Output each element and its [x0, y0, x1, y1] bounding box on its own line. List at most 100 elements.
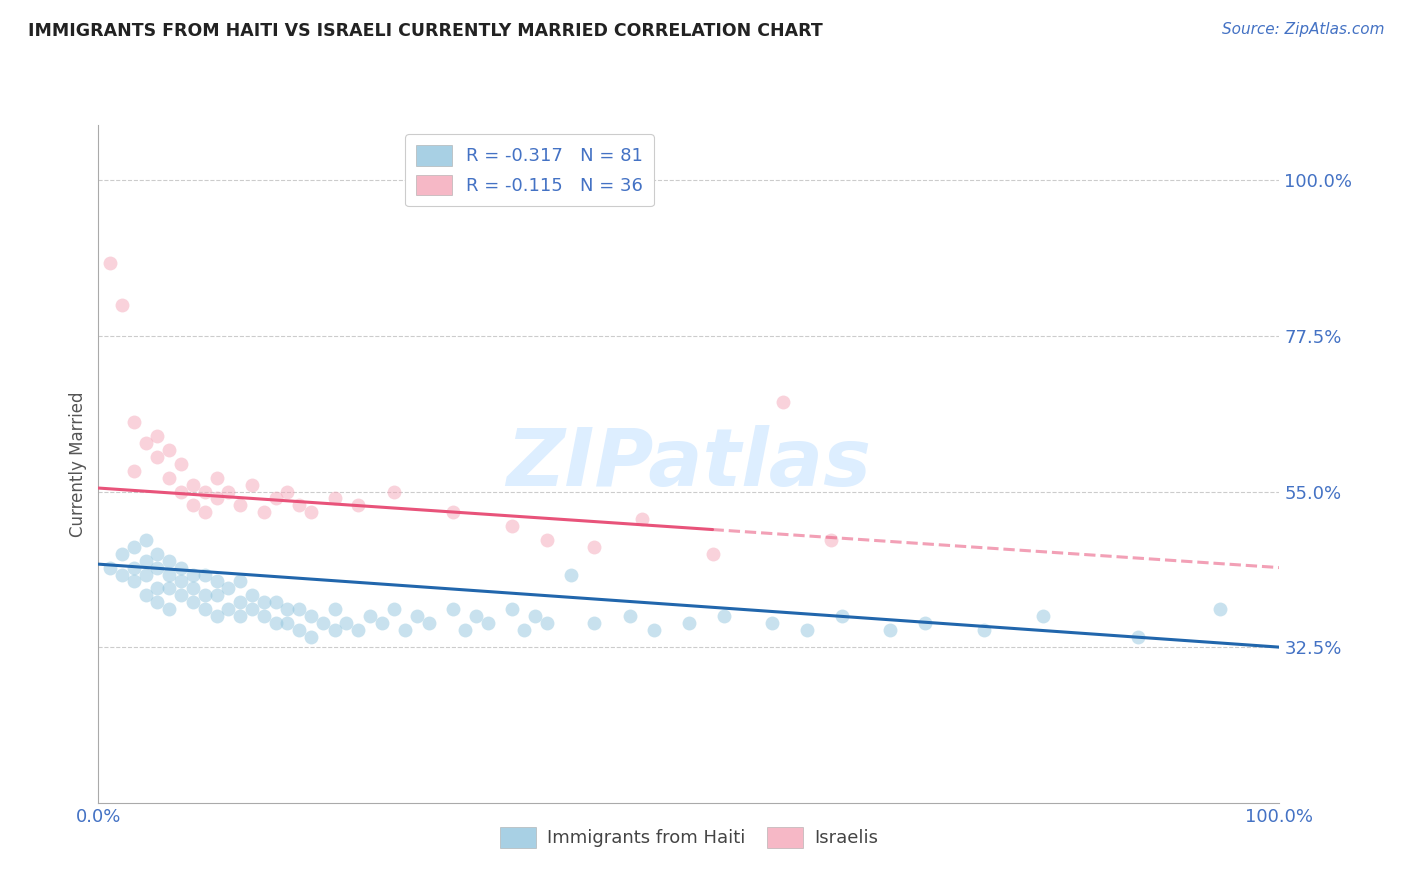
Point: [122, 415, 145, 429]
Point: [229, 609, 252, 624]
Y-axis label: Currently Married: Currently Married: [69, 391, 87, 537]
Point: [253, 505, 276, 519]
Point: [194, 588, 217, 602]
Point: [157, 582, 180, 596]
Point: [217, 582, 239, 596]
Point: [501, 602, 523, 616]
Point: [135, 588, 157, 602]
Point: [181, 595, 204, 609]
Point: [276, 484, 298, 499]
Point: [146, 429, 169, 443]
Point: [217, 602, 239, 616]
Point: [253, 595, 276, 609]
Point: [229, 499, 252, 513]
Point: [583, 540, 606, 554]
Point: [170, 560, 193, 574]
Text: ZIPatlas: ZIPatlas: [506, 425, 872, 503]
Point: [135, 533, 157, 547]
Point: [240, 588, 263, 602]
Point: [229, 574, 252, 589]
Point: [157, 567, 180, 582]
Point: [157, 554, 180, 568]
Point: [264, 595, 287, 609]
Point: [98, 256, 121, 270]
Point: [1032, 609, 1054, 624]
Point: [135, 436, 157, 450]
Point: [524, 609, 547, 624]
Point: [229, 595, 252, 609]
Point: [181, 499, 204, 513]
Point: [240, 602, 263, 616]
Point: [205, 491, 228, 506]
Point: [264, 491, 287, 506]
Point: [312, 615, 335, 630]
Point: [253, 609, 276, 624]
Point: [323, 623, 346, 637]
Point: [299, 505, 322, 519]
Point: [359, 609, 381, 624]
Point: [276, 602, 298, 616]
Point: [1209, 602, 1232, 616]
Point: [394, 623, 416, 637]
Point: [382, 484, 405, 499]
Point: [299, 630, 322, 644]
Point: [796, 623, 818, 637]
Point: [761, 615, 783, 630]
Point: [441, 505, 464, 519]
Point: [205, 609, 228, 624]
Point: [560, 567, 582, 582]
Point: [973, 623, 995, 637]
Point: [181, 567, 204, 582]
Point: [536, 533, 558, 547]
Point: [111, 567, 134, 582]
Point: [170, 588, 193, 602]
Point: [453, 623, 475, 637]
Point: [146, 450, 169, 464]
Point: [194, 505, 217, 519]
Point: [678, 615, 700, 630]
Point: [831, 609, 853, 624]
Point: [371, 615, 394, 630]
Point: [194, 484, 217, 499]
Point: [465, 609, 488, 624]
Point: [205, 574, 228, 589]
Point: [194, 567, 217, 582]
Point: [146, 582, 169, 596]
Point: [240, 477, 263, 491]
Point: [181, 477, 204, 491]
Text: Source: ZipAtlas.com: Source: ZipAtlas.com: [1222, 22, 1385, 37]
Point: [170, 574, 193, 589]
Point: [713, 609, 735, 624]
Point: [772, 394, 794, 409]
Point: [157, 471, 180, 485]
Point: [288, 623, 311, 637]
Point: [170, 457, 193, 471]
Point: [157, 602, 180, 616]
Point: [122, 574, 145, 589]
Point: [264, 615, 287, 630]
Point: [583, 615, 606, 630]
Point: [288, 499, 311, 513]
Point: [820, 533, 842, 547]
Point: [1126, 630, 1149, 644]
Point: [702, 547, 724, 561]
Point: [406, 609, 429, 624]
Point: [879, 623, 901, 637]
Point: [194, 602, 217, 616]
Legend: Immigrants from Haiti, Israelis: Immigrants from Haiti, Israelis: [492, 820, 886, 855]
Point: [146, 547, 169, 561]
Point: [347, 499, 370, 513]
Point: [111, 298, 134, 312]
Point: [205, 588, 228, 602]
Point: [181, 582, 204, 596]
Point: [288, 602, 311, 616]
Point: [135, 554, 157, 568]
Point: [122, 464, 145, 478]
Point: [217, 484, 239, 499]
Point: [276, 615, 298, 630]
Point: [323, 491, 346, 506]
Point: [643, 623, 665, 637]
Point: [536, 615, 558, 630]
Point: [441, 602, 464, 616]
Point: [335, 615, 357, 630]
